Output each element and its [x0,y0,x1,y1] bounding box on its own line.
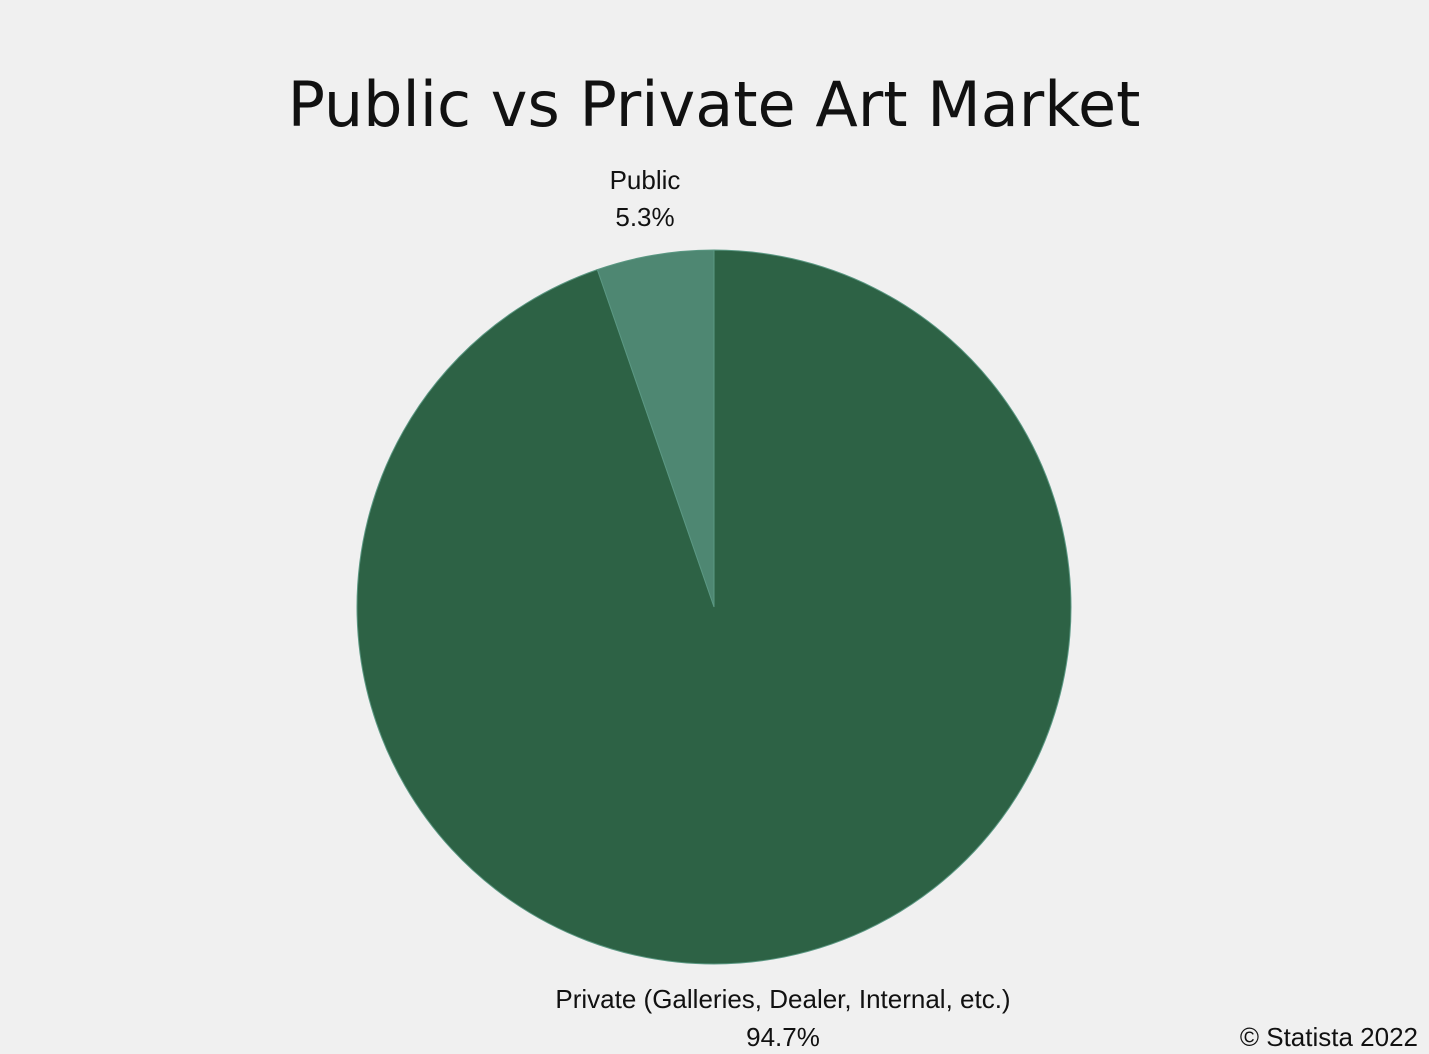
pie-slice-private [356,249,1072,965]
slice-value-private: 94.7% [746,1022,820,1052]
slice-label-public: Public [610,165,681,195]
pie-slices [356,249,1072,965]
slice-label-private: Private (Galleries, Dealer, Internal, et… [555,984,1010,1014]
copyright-text: © Statista 2022 [1240,1022,1418,1052]
slice-value-public: 5.3% [615,202,674,232]
chart-title: Public vs Private Art Market [288,68,1141,141]
